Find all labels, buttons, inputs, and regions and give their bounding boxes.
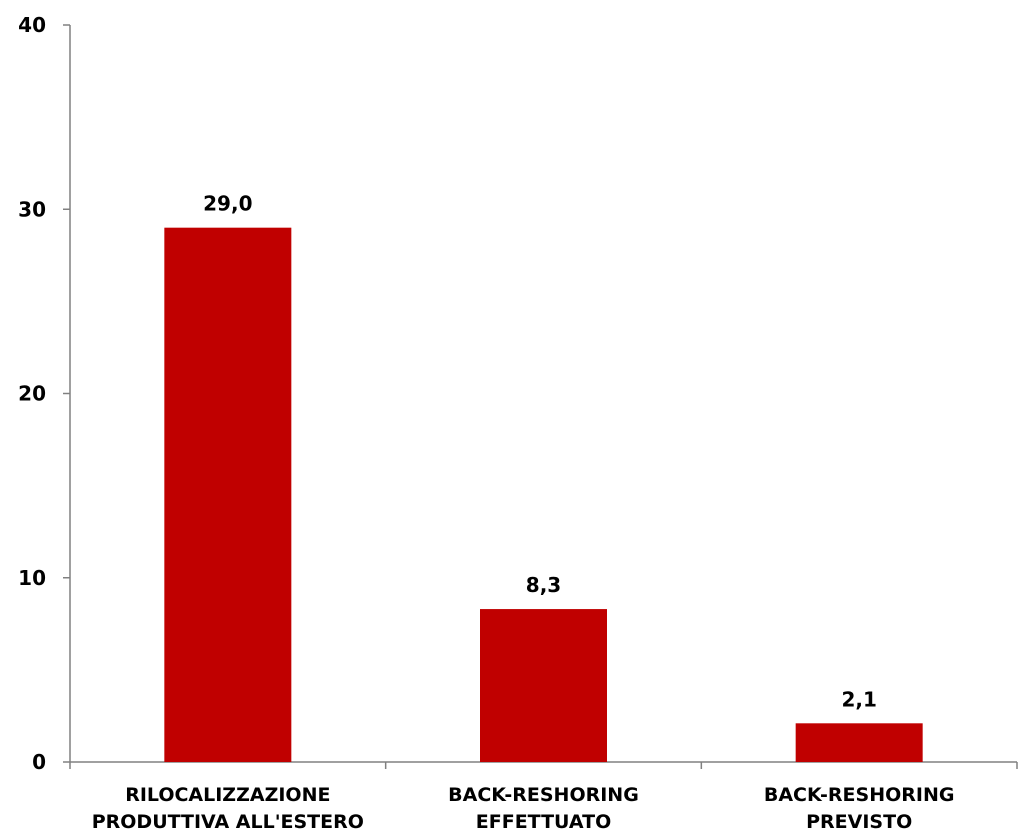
y-tick-label: 20 (18, 382, 46, 406)
data-label: 8,3 (526, 573, 561, 597)
x-category-label: PRODUTTIVA ALL'ESTERO (92, 811, 364, 833)
y-tick-label: 40 (18, 13, 46, 37)
y-tick-label: 30 (18, 197, 46, 221)
data-label: 29,0 (203, 192, 252, 216)
bar (164, 227, 292, 763)
x-category-label: RILOCALIZZAZIONE (125, 784, 330, 806)
bar (795, 723, 923, 762)
x-category-label: BACK-RESHORING (764, 784, 955, 806)
bars-layer (164, 227, 923, 763)
data-label: 2,1 (841, 687, 876, 711)
labels-layer: 29,0 RILOCALIZZAZIONE PRODUTTIVA ALL'ESTER… (92, 192, 955, 833)
x-category-label: PREVISTO (806, 811, 912, 833)
y-tick-label: 0 (32, 750, 46, 774)
y-tick-label: 10 (18, 566, 46, 590)
x-category-label: EFFETTUATO (476, 811, 611, 833)
bar (480, 609, 607, 762)
x-category-label: BACK-RESHORING (448, 784, 639, 806)
